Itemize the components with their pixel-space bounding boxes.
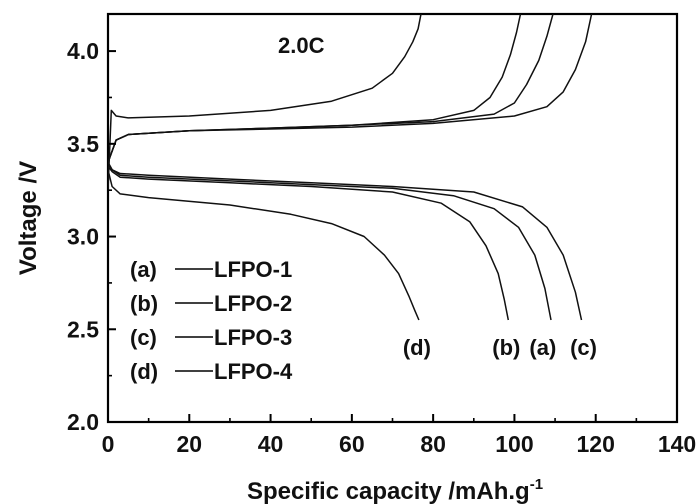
y-tick-label: 2.5 — [67, 316, 99, 342]
legend-key-c: (c) — [130, 325, 157, 350]
x-axis-label: Specific capacity /mAh.g-1 — [247, 476, 543, 504]
curve-labels: (d) (b) (a) (c) — [403, 335, 597, 360]
y-tick-label: 3.0 — [67, 224, 99, 250]
y-axis-label: Voltage /V — [15, 161, 42, 275]
plot-frame — [106, 12, 679, 424]
x-tick-label: 20 — [176, 431, 202, 457]
x-axis-label-main: Specific capacity /mAh.g — [247, 478, 530, 504]
series-c-discharge-curve — [108, 162, 583, 321]
x-axis-ticks: 0 20 40 60 80 100 120 140 — [102, 414, 696, 457]
x-tick-label: 100 — [495, 431, 533, 457]
series-a-charge-curve — [108, 14, 554, 163]
legend: (a) LFPO-1 (b) LFPO-2 (c) LFPO-3 (d) LFPO-4 — [130, 257, 293, 384]
x-tick-label: 80 — [420, 431, 446, 457]
legend-key-d: (d) — [130, 359, 158, 384]
y-tick-label: 3.5 — [67, 131, 99, 157]
legend-key-a: (a) — [130, 257, 157, 282]
x-tick-label: 140 — [658, 431, 696, 457]
series-d-charge-curve — [108, 14, 422, 191]
series-c-charge-curve — [108, 14, 593, 163]
curve-label: (d) — [403, 335, 431, 360]
legend-name-a: LFPO-1 — [214, 257, 292, 282]
y-tick-label: 4.0 — [67, 38, 99, 64]
series-b-discharge-curve — [108, 165, 510, 321]
curve-label: (a) — [529, 335, 556, 360]
series-a-discharge-curve — [108, 162, 552, 321]
curve-label: (b) — [492, 335, 520, 360]
x-tick-label: 0 — [102, 431, 115, 457]
x-tick-label: 120 — [577, 431, 615, 457]
legend-name-b: LFPO-2 — [214, 291, 292, 316]
legend-name-c: LFPO-3 — [214, 325, 292, 350]
curve-label: (c) — [570, 335, 597, 360]
plot-area: 0 20 40 60 80 100 120 140 2.0 2.5 3.0 3.5 4.0 — [67, 12, 696, 457]
series-d-discharge-curve — [108, 169, 420, 321]
x-tick-label: 40 — [258, 431, 284, 457]
y-tick-label: 2.0 — [67, 409, 99, 435]
x-tick-label: 60 — [339, 431, 365, 457]
curves — [108, 14, 593, 321]
legend-key-b: (b) — [130, 291, 158, 316]
y-axis-ticks: 2.0 2.5 3.0 3.5 4.0 — [67, 38, 116, 435]
x-axis-label-unit-exponent: -1 — [530, 476, 543, 493]
legend-name-d: LFPO-4 — [214, 359, 293, 384]
rate-annotation: 2.0C — [278, 33, 325, 58]
